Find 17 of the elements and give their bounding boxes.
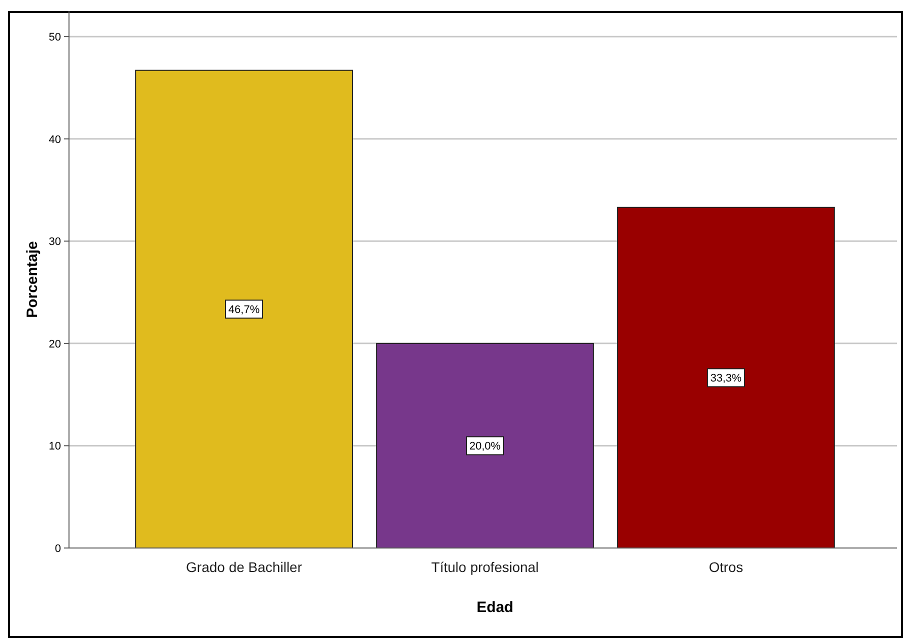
x-axis-title: Edad [476,599,514,616]
bar [376,342,594,548]
x-tick-label: Otros [708,559,744,575]
data-label: 20,0% [469,440,501,453]
y-tick-label: 0 [54,543,61,555]
bar [617,206,835,548]
x-tick-label: Grado de Bachiller [186,559,302,575]
x-tick-label: Título profesional [431,559,539,575]
y-tick-label: 40 [48,134,61,146]
data-label: 46,7% [228,304,260,316]
y-axis-title: Porcentaje [24,241,41,318]
bar [135,70,353,548]
y-tick-label: 20 [48,338,61,350]
data-label: 33,3% [710,372,742,385]
y-tick-label: 10 [48,440,61,453]
y-tick-label: 30 [48,236,61,248]
y-tick-label: 50 [48,32,61,44]
